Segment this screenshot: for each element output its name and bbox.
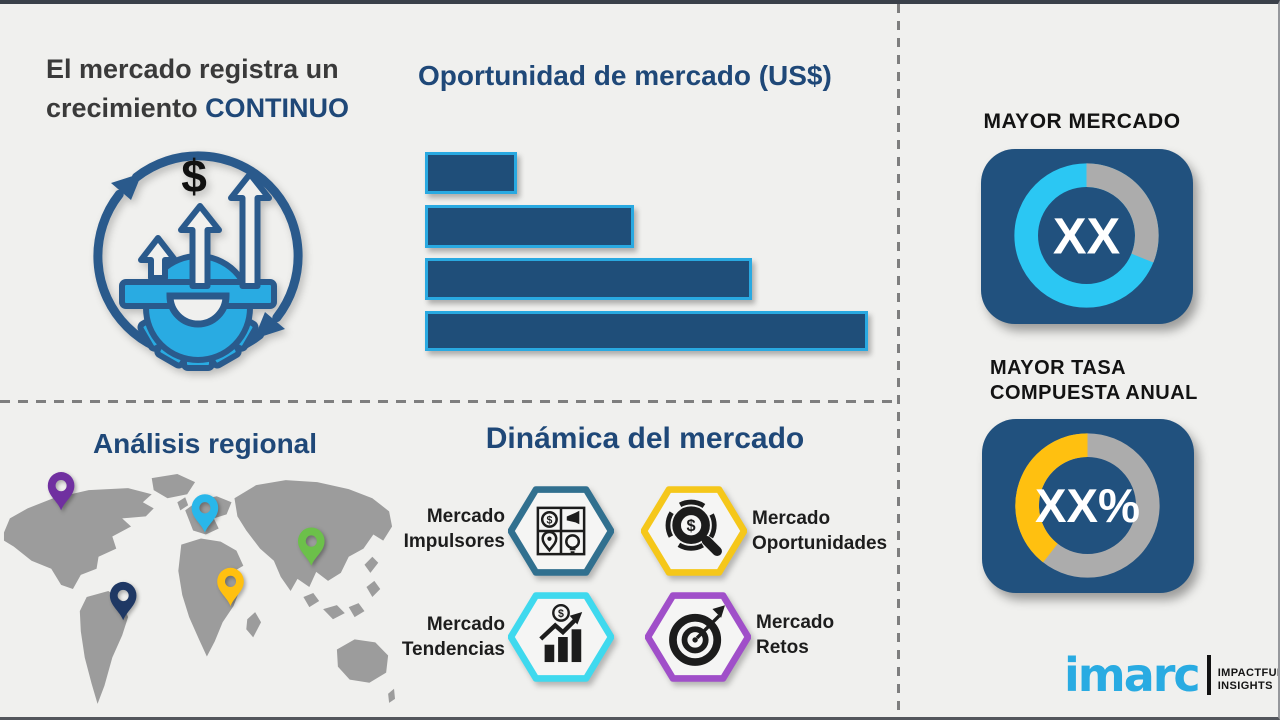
trend-dollar-glyph: $	[558, 608, 564, 620]
gear-notch	[166, 292, 230, 328]
cagr-value: XX%	[1035, 480, 1140, 533]
hexagon-market-drivers: $	[508, 486, 614, 576]
cagr-card: XX%	[982, 419, 1194, 593]
opportunity-chart-title: Oportunidad de mercado (US$)	[418, 60, 832, 91]
growth-heading-highlight: CONTINUO	[205, 93, 350, 124]
bar-chart-bar-3	[425, 258, 752, 300]
tagline-line1: IMPACTFUL	[1217, 666, 1280, 679]
growth-heading-plain: El mercado registra un crecimiento	[46, 54, 339, 124]
label-market-challenges: Mercado Retos	[756, 610, 876, 660]
hexagon-market-opportunities: $	[641, 486, 747, 576]
logo-tagline: IMPACTFUL INSIGHTS	[1217, 666, 1280, 698]
map-pin-south-america	[109, 581, 137, 621]
world-map	[3, 472, 396, 704]
cagr-title-line2: COMPUESTA ANUAL	[990, 382, 1198, 404]
cagr-title-line1: MAYOR TASA	[990, 357, 1127, 379]
largest-market-title: MAYOR MERCADO	[983, 110, 1181, 133]
tagline-line2: INSIGHTS	[1217, 679, 1273, 692]
magnifier-dollar-icon: $	[665, 499, 722, 557]
cagr-donut-chart: XX%	[1015, 433, 1160, 578]
world-map-landmass	[3, 474, 396, 704]
horizontal-dashed-divider	[0, 400, 897, 403]
label-market-drivers: Mercado Impulsores	[370, 504, 505, 554]
vertical-dashed-divider	[897, 4, 900, 717]
puzzle-icon	[536, 506, 586, 556]
gear-icon	[119, 253, 277, 371]
label-line: Mercado	[426, 614, 505, 635]
imarc-wordmark: imarc	[1064, 648, 1201, 702]
donut-accent-segment	[1015, 433, 1088, 563]
label-line: Mercado	[426, 506, 505, 527]
hexagon-market-challenges	[645, 592, 751, 682]
cagr-title: MAYOR TASA COMPUESTA ANUAL	[990, 356, 1205, 406]
puzzle-dollar-glyph: $	[546, 514, 552, 526]
map-pin-africa	[217, 567, 244, 607]
largest-market-card: XX	[981, 149, 1193, 324]
label-market-opportunities: Mercado Oportunidades	[752, 506, 912, 556]
dartboard-icon	[669, 605, 725, 666]
up-arrows-icon	[138, 171, 272, 289]
largest-market-value: XX	[1053, 207, 1121, 264]
bar-chart-bar-4	[425, 311, 868, 351]
logo-divider	[1206, 654, 1211, 695]
cycle-arrowhead-bottom	[254, 312, 285, 339]
regional-title: Análisis regional	[92, 428, 318, 459]
donut-gray-segment	[1085, 163, 1159, 263]
label-line: Oportunidades	[752, 533, 888, 555]
imarc-logo: imarc IMPACTFUL INSIGHTS	[1064, 648, 1280, 702]
dollar-sign: $	[181, 150, 207, 202]
label-line: Retos	[756, 637, 809, 659]
map-pin-north-america	[47, 472, 75, 511]
dynamics-title: Dinámica del mercado	[485, 422, 805, 455]
label-line: Mercado	[752, 508, 831, 529]
hexagon-market-trends: $	[508, 592, 614, 682]
map-pin-east-asia	[297, 527, 325, 566]
largest-market-donut-chart: XX	[1014, 163, 1159, 308]
label-line: Mercado	[756, 612, 835, 633]
map-pin-europe	[191, 494, 219, 533]
cycle-arrowhead-top	[111, 173, 142, 200]
map-pins	[47, 472, 325, 621]
continuous-growth-icon: $	[93, 150, 303, 371]
label-market-trends: Mercado Tendencias	[370, 612, 505, 662]
growth-heading: El mercado registra un crecimiento CONTI…	[46, 50, 394, 128]
bar-chart-bar-2	[425, 205, 634, 248]
bar-chart-bar-1	[425, 152, 517, 194]
svg-text:$: $	[687, 517, 696, 535]
trend-chart-icon	[539, 603, 583, 663]
label-line: Tendencias	[401, 639, 505, 661]
label-line: Impulsores	[403, 531, 505, 553]
